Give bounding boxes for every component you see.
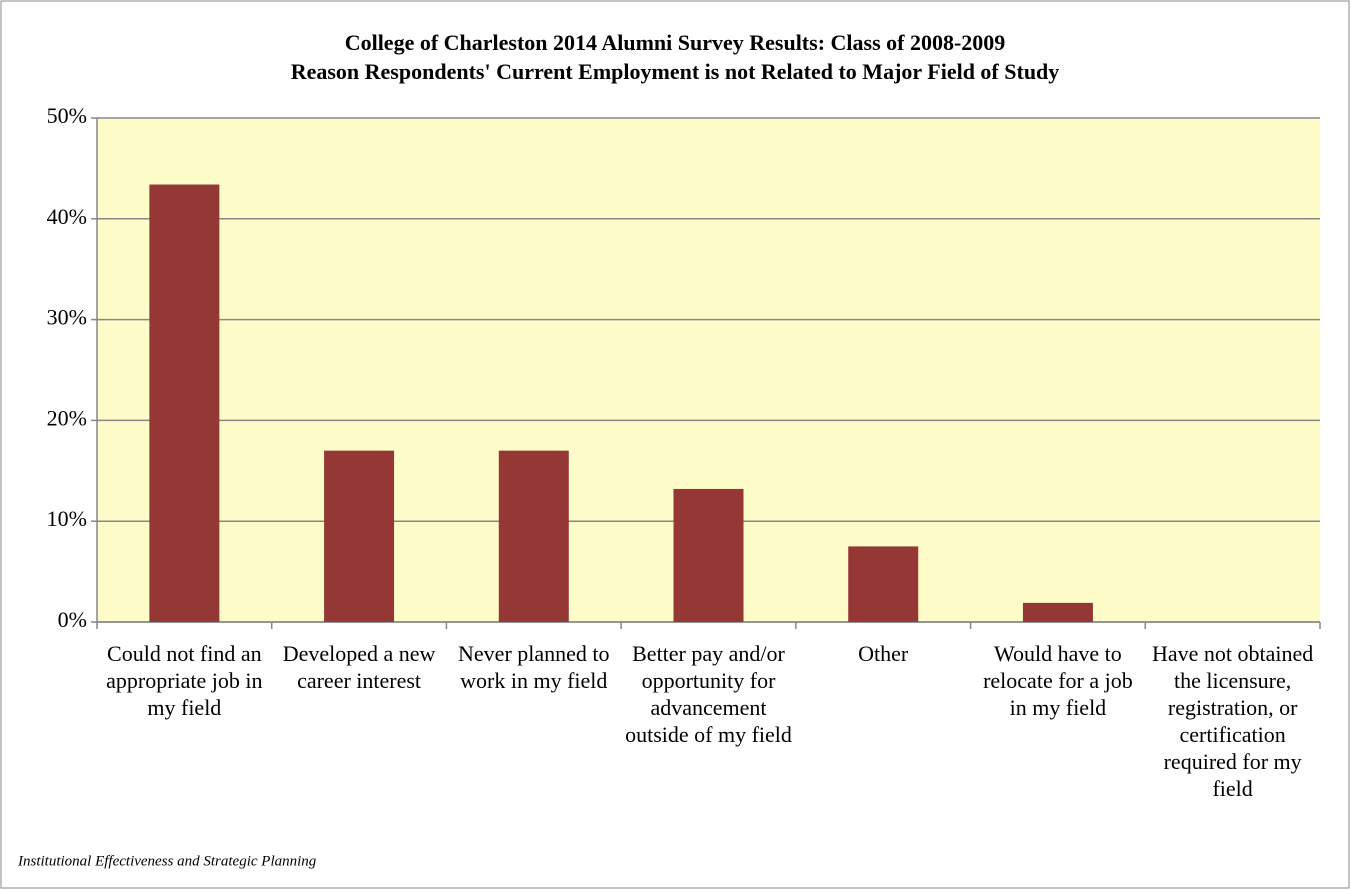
x-tick-label: Developed a new career interest (282, 641, 436, 693)
y-tick-label: 0% (58, 607, 87, 632)
bar (149, 184, 220, 622)
footnote: Institutional Effectiveness and Strategi… (17, 853, 317, 869)
y-tick-label: 20% (47, 405, 87, 430)
y-tick-label: 30% (47, 305, 87, 330)
bar (324, 450, 395, 622)
x-tick-label: Have not obtained the licensure, registr… (1151, 641, 1314, 801)
x-tick-label: Would have to relocate for a job in my f… (983, 641, 1133, 720)
x-tick-label: Other (858, 641, 909, 666)
bar (1022, 602, 1093, 622)
bar (848, 546, 919, 622)
x-tick-label: Could not find an appropriate job in my … (106, 641, 263, 720)
bar (498, 450, 569, 622)
x-tick-label: Never planned to work in my field (458, 641, 610, 693)
y-tick-label: 10% (47, 506, 87, 531)
y-tick-label: 40% (47, 204, 87, 229)
x-tick-label: Better pay and/or opportunity for advanc… (625, 641, 792, 747)
chart-subtitle: Reason Respondents' Current Employment i… (291, 59, 1060, 84)
chart-title: College of Charleston 2014 Alumni Survey… (345, 30, 1006, 55)
y-tick-label: 50% (47, 103, 87, 128)
bar (673, 488, 744, 622)
